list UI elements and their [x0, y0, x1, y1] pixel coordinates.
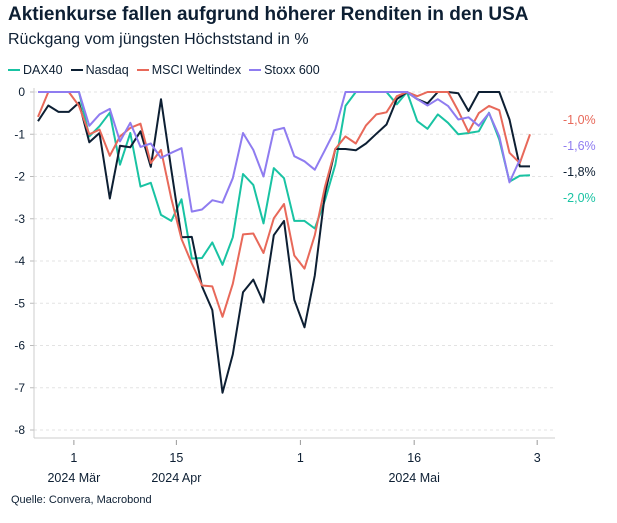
legend-label: Stoxx 600: [264, 63, 320, 77]
series-line-nasdaq: [37, 91, 530, 394]
x-tick-label: 16: [407, 451, 421, 465]
x-tick-label: 1: [297, 451, 304, 465]
end-value-label: -1,8%: [563, 165, 596, 179]
end-value-label: -2,0%: [563, 191, 596, 205]
chart-title: Aktienkurse fallen aufgrund höherer Rend…: [8, 4, 529, 25]
series-line-msci-weltindex: [37, 91, 531, 318]
x-group-label: 2024 Mai: [388, 471, 439, 485]
legend-item: Nasdaq: [70, 63, 129, 77]
legend: DAX40 Nasdaq MSCI Weltindex Stoxx 600: [8, 63, 320, 77]
y-tick-label: -7: [14, 381, 25, 395]
y-tick-label: -4: [14, 254, 25, 268]
x-tick-label: 15: [169, 451, 183, 465]
source-note: Quelle: Convera, Macrobond: [11, 494, 152, 506]
y-tick-label: -1: [14, 127, 25, 141]
legend-item: Stoxx 600: [249, 63, 320, 77]
y-tick-label: -3: [14, 212, 25, 226]
chart-subtitle: Rückgang vom jüngsten Höchststand in %: [8, 31, 309, 48]
y-tick-label: -5: [14, 296, 25, 310]
y-tick-label: -2: [14, 170, 25, 184]
x-tick-label: 3: [534, 451, 541, 465]
series-line-stoxx-600: [38, 91, 521, 213]
y-tick-label: -6: [14, 339, 25, 353]
legend-swatch: [70, 68, 83, 72]
x-group-label: 2024 Apr: [151, 471, 201, 485]
x-group-label: 2024 Mär: [47, 471, 100, 485]
legend-swatch: [249, 68, 262, 72]
legend-item: MSCI Weltindex: [136, 63, 242, 77]
legend-label: MSCI Weltindex: [151, 63, 242, 77]
x-tick-label: 1: [70, 451, 77, 465]
series-line-dax40: [38, 91, 531, 266]
end-value-label: -1,6%: [563, 139, 596, 153]
legend-item: DAX40: [8, 63, 63, 77]
legend-label: DAX40: [23, 63, 63, 77]
legend-swatch: [8, 68, 20, 72]
y-tick-label: -8: [14, 423, 25, 437]
legend-label: Nasdaq: [85, 63, 129, 77]
end-value-label: -1,0%: [563, 113, 596, 127]
legend-swatch: [136, 68, 149, 72]
y-tick-label: 0: [18, 85, 25, 99]
